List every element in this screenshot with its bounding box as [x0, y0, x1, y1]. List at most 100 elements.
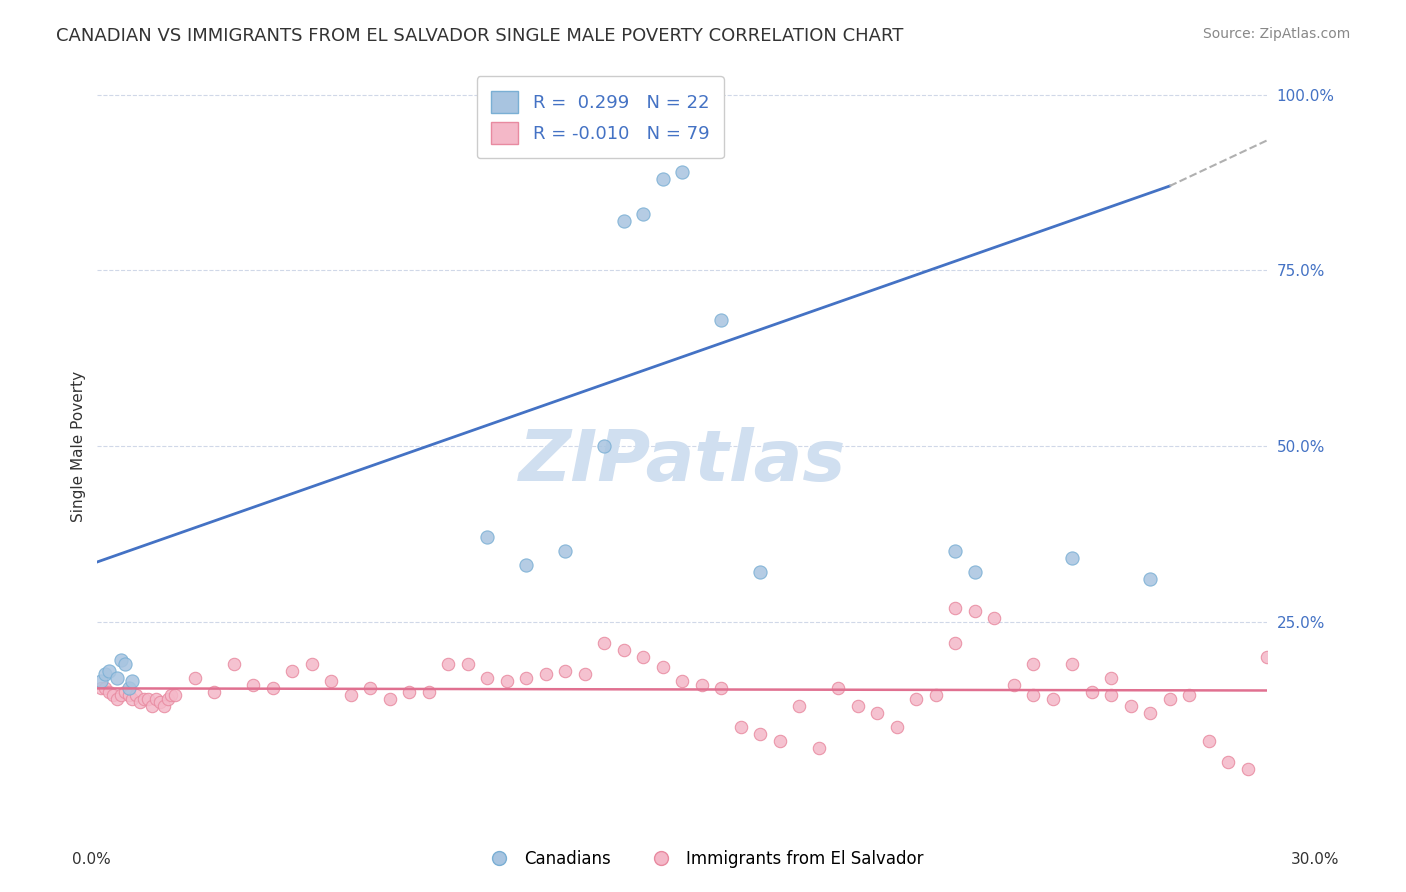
Point — [1062, 551, 1084, 566]
Point — [943, 600, 966, 615]
Point — [769, 734, 792, 748]
Point — [554, 544, 576, 558]
Point — [924, 689, 946, 703]
Point — [457, 657, 479, 671]
Point — [136, 692, 159, 706]
Point — [105, 692, 128, 706]
Point — [117, 681, 139, 696]
Point — [156, 692, 179, 706]
Point — [730, 720, 752, 734]
Point — [117, 689, 139, 703]
Point — [631, 207, 654, 221]
Point — [1178, 689, 1201, 703]
Point — [846, 698, 869, 713]
Point — [1216, 755, 1239, 769]
Point — [98, 664, 121, 678]
Point — [574, 667, 596, 681]
Point — [160, 689, 183, 703]
Point — [749, 727, 772, 741]
Point — [110, 689, 132, 703]
Point — [301, 657, 323, 671]
Point — [1062, 657, 1084, 671]
Point — [145, 692, 167, 706]
Point — [477, 530, 499, 544]
Point — [671, 674, 693, 689]
Point — [943, 636, 966, 650]
Legend: Canadians, Immigrants from El Salvador: Canadians, Immigrants from El Salvador — [475, 844, 931, 875]
Point — [202, 685, 225, 699]
Point — [149, 695, 172, 709]
Point — [94, 667, 117, 681]
Point — [554, 664, 576, 678]
Point — [141, 698, 163, 713]
Point — [963, 604, 986, 618]
Point — [515, 671, 537, 685]
Point — [184, 671, 207, 685]
Point — [866, 706, 889, 720]
Point — [1159, 692, 1181, 706]
Point — [515, 558, 537, 573]
Point — [886, 720, 908, 734]
Point — [437, 657, 460, 671]
Point — [152, 698, 174, 713]
Legend: R =  0.299   N = 22, R = -0.010   N = 79: R = 0.299 N = 22, R = -0.010 N = 79 — [477, 77, 724, 158]
Point — [787, 698, 810, 713]
Point — [593, 636, 616, 650]
Point — [418, 685, 440, 699]
Point — [110, 653, 132, 667]
Point — [963, 566, 986, 580]
Point — [1099, 689, 1122, 703]
Point — [94, 681, 117, 696]
Point — [983, 611, 1005, 625]
Point — [495, 674, 517, 689]
Point — [593, 439, 616, 453]
Point — [943, 544, 966, 558]
Point — [613, 642, 636, 657]
Point — [98, 685, 121, 699]
Point — [1022, 689, 1045, 703]
Point — [1198, 734, 1220, 748]
Point — [1080, 685, 1102, 699]
Point — [339, 689, 361, 703]
Point — [631, 649, 654, 664]
Text: CANADIAN VS IMMIGRANTS FROM EL SALVADOR SINGLE MALE POVERTY CORRELATION CHART: CANADIAN VS IMMIGRANTS FROM EL SALVADOR … — [56, 27, 904, 45]
Point — [1022, 657, 1045, 671]
Point — [710, 681, 733, 696]
Point — [1002, 678, 1025, 692]
Point — [905, 692, 928, 706]
Point — [242, 678, 264, 692]
Point — [90, 681, 112, 696]
Point — [1139, 706, 1161, 720]
Point — [613, 214, 636, 228]
Text: 30.0%: 30.0% — [1291, 852, 1339, 867]
Point — [1099, 671, 1122, 685]
Point — [105, 671, 128, 685]
Point — [378, 692, 401, 706]
Point — [1139, 573, 1161, 587]
Point — [651, 172, 673, 186]
Point — [477, 671, 499, 685]
Point — [121, 692, 143, 706]
Point — [121, 674, 143, 689]
Point — [1042, 692, 1064, 706]
Text: Source: ZipAtlas.com: Source: ZipAtlas.com — [1202, 27, 1350, 41]
Point — [807, 741, 830, 756]
Text: 0.0%: 0.0% — [72, 852, 111, 867]
Y-axis label: Single Male Poverty: Single Male Poverty — [72, 370, 86, 522]
Point — [321, 674, 343, 689]
Point — [129, 695, 152, 709]
Point — [114, 657, 136, 671]
Point — [101, 689, 124, 703]
Text: ZIPatlas: ZIPatlas — [519, 427, 846, 496]
Point — [671, 165, 693, 179]
Point — [165, 689, 187, 703]
Point — [134, 692, 156, 706]
Point — [359, 681, 381, 696]
Point — [90, 674, 112, 689]
Point — [222, 657, 245, 671]
Point — [262, 681, 284, 696]
Point — [651, 660, 673, 674]
Point — [1119, 698, 1142, 713]
Point — [125, 689, 148, 703]
Point — [827, 681, 849, 696]
